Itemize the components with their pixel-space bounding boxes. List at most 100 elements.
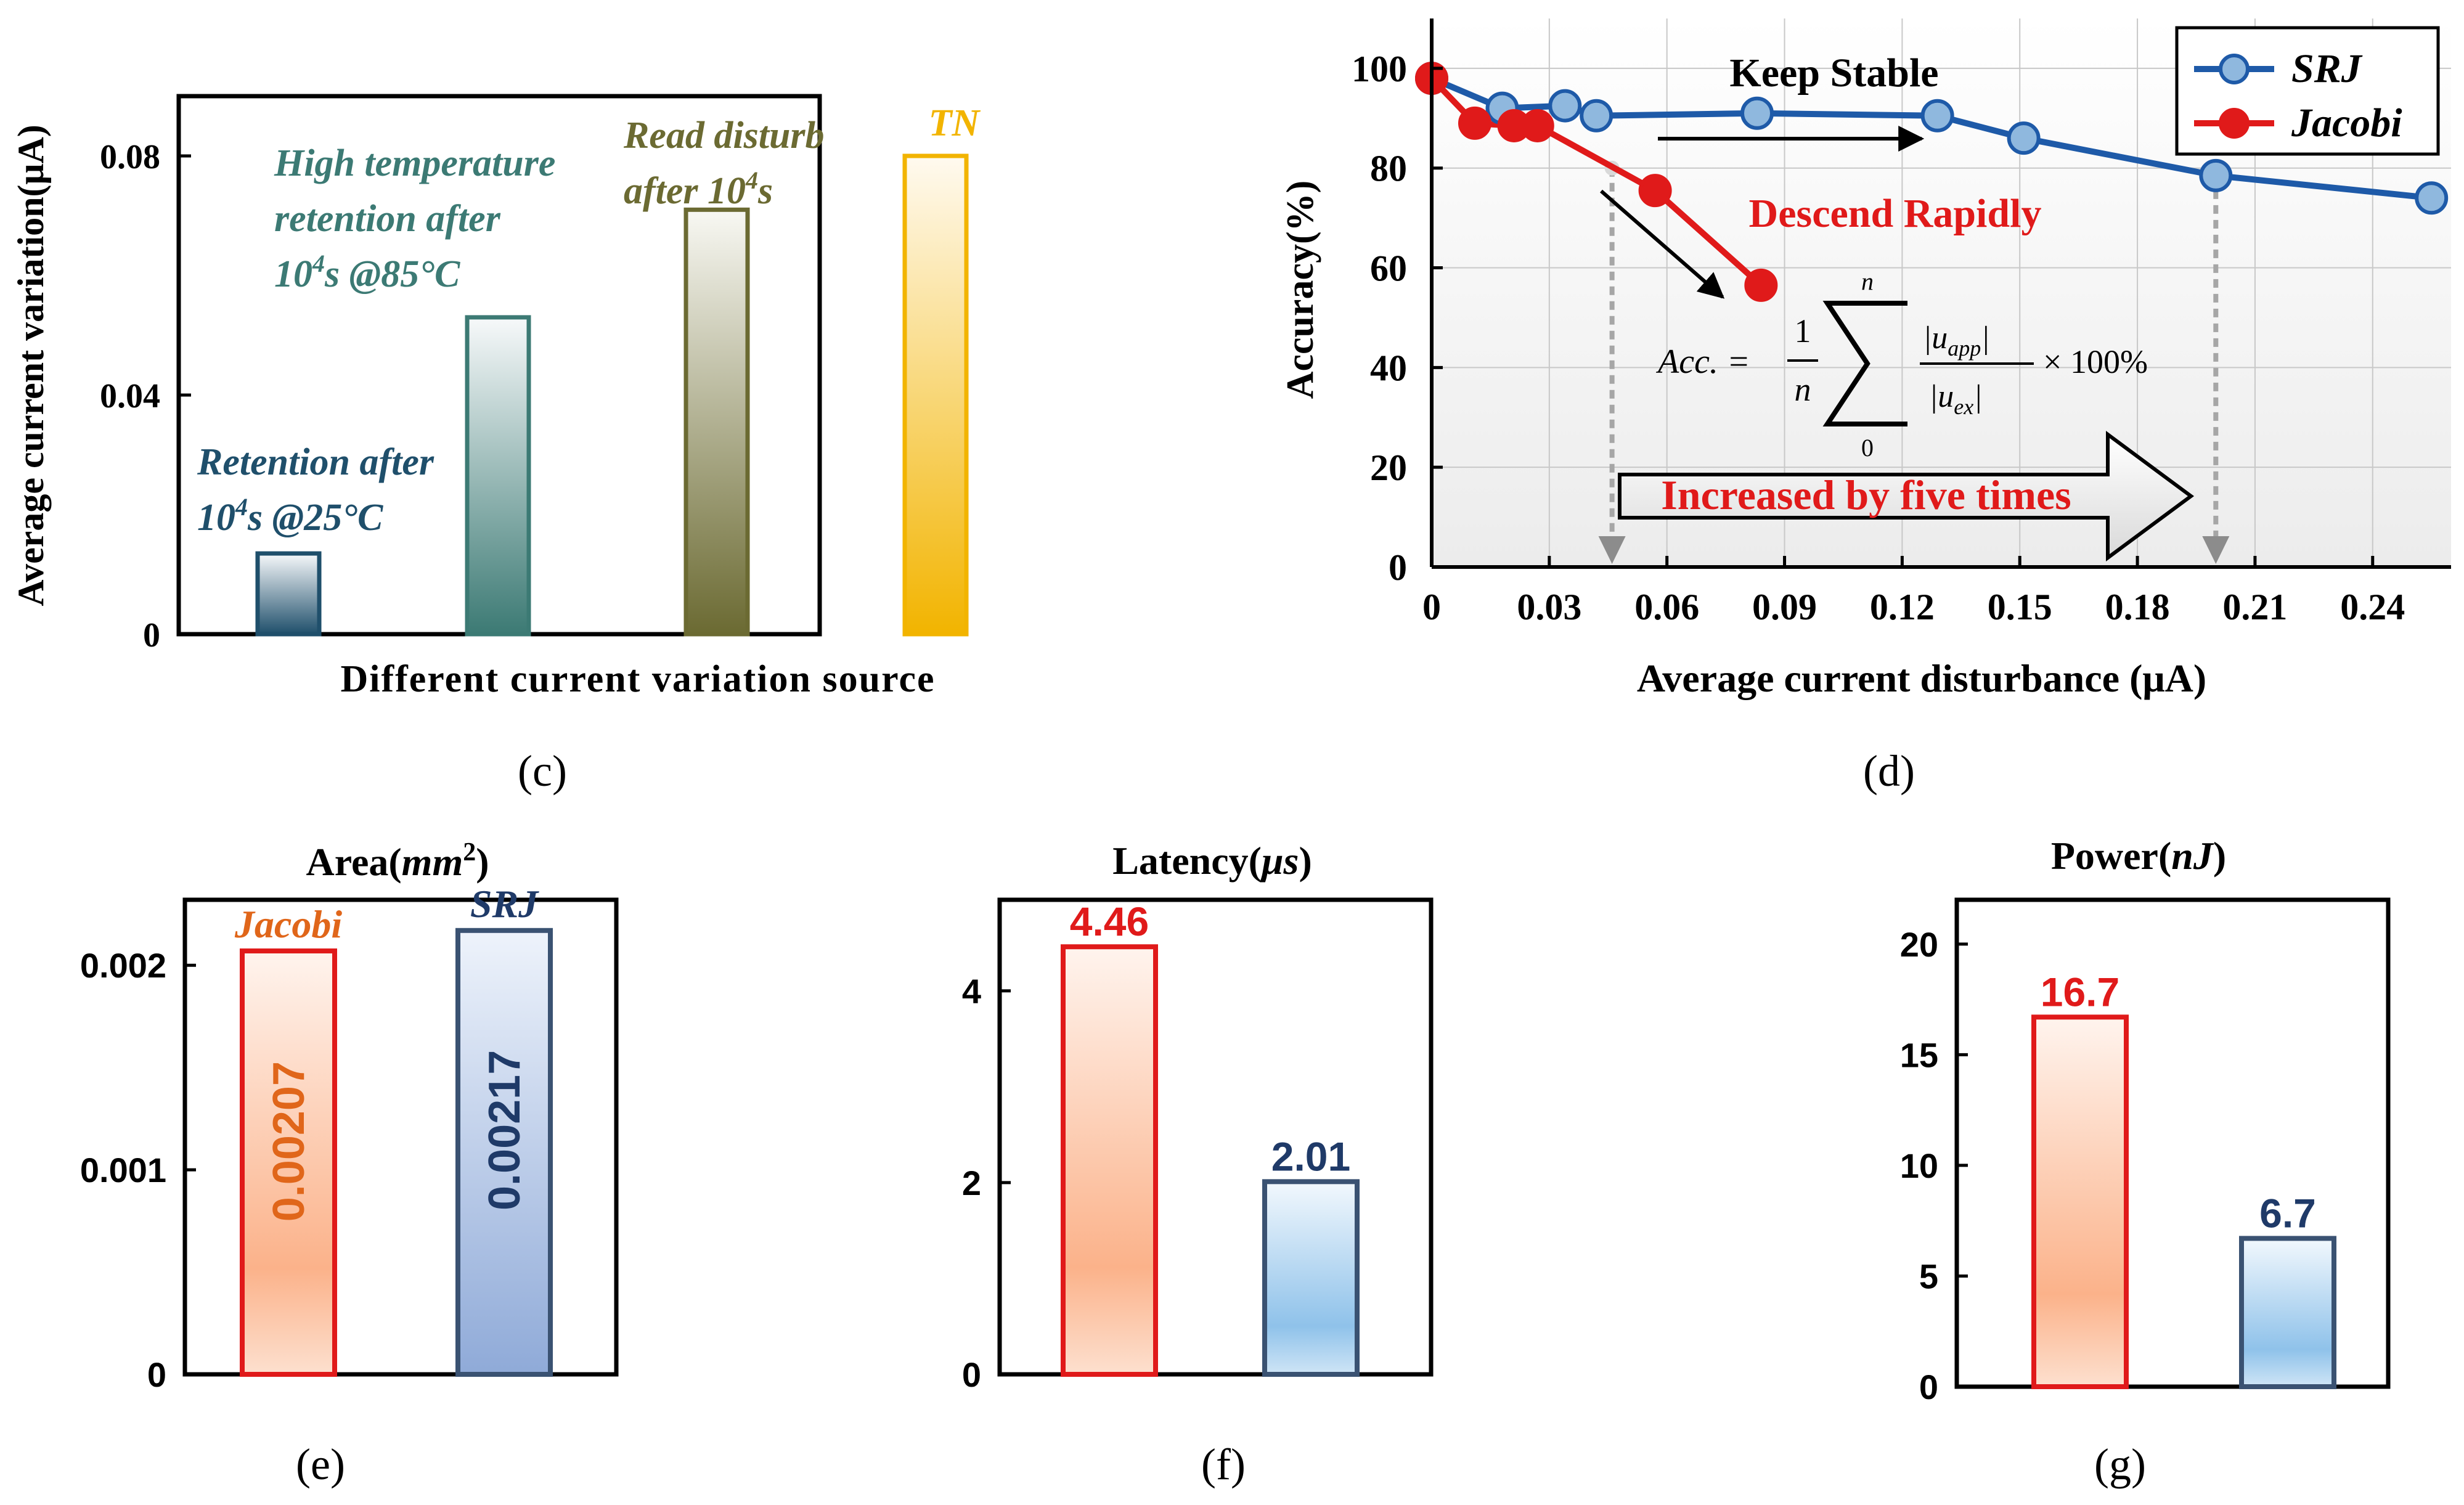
d-point-jacobi: [1520, 108, 1554, 142]
c-bar-label: retention after: [274, 198, 501, 240]
formula-den: |uex|: [1929, 379, 1983, 419]
panel-d-increase-arrow: Increased by five times: [1618, 431, 2195, 561]
panel-c-ylabel: Average current variation(μA): [10, 124, 51, 606]
panel-g-yticks: 0 5 10 15 20: [1900, 925, 1968, 1406]
c-ytick-label: 0: [143, 616, 160, 655]
g-bar-jacobi: [2031, 1014, 2129, 1390]
d-ytick-label: 60: [1370, 248, 1407, 289]
panel-label-c: (c): [518, 746, 567, 796]
c-bar-label: Retention after: [197, 441, 434, 483]
descend-arrow: [1600, 189, 1725, 299]
formula-lhs: Acc. =: [1655, 343, 1750, 381]
panel-d-series: [1415, 62, 2449, 302]
d-xtick-label: 0.21: [2222, 587, 2287, 627]
f-value-label: 4.46: [1070, 899, 1149, 944]
d-point-srj: [2415, 181, 2449, 215]
formula-num: |uapp|: [1923, 320, 1990, 361]
e-ytick-label: 0.002: [80, 946, 166, 985]
panel-d-legend: SRJ Jacobi: [2175, 26, 2440, 156]
g-ytick-label: 15: [1900, 1035, 1938, 1074]
d-xtick-label: 0.03: [1517, 587, 1581, 627]
d-point-srj: [2199, 158, 2233, 192]
panel-c-yticks: 0 0.04 0.08: [100, 138, 191, 655]
panel-label-d: (d): [1863, 746, 1915, 796]
panel-label-e: (e): [296, 1440, 345, 1489]
d-ytick-label: 20: [1370, 447, 1407, 488]
panel-c-bar-labels: Retention after 104s @25°C High temperatur…: [197, 102, 981, 539]
e-value-label: 0.00207: [264, 1061, 314, 1222]
e-bar-srj: [455, 928, 553, 1377]
keep-stable-annotation: Keep Stable: [1658, 51, 1939, 152]
panel-c-bars: [255, 153, 969, 637]
panel-e-title: Area(mm2): [306, 838, 489, 884]
panel-d: Increased by five times Keep Stable Desc…: [1279, 18, 2451, 700]
d-xtick-label: 0.18: [2105, 587, 2170, 627]
d-guide-arrowhead: [2202, 536, 2230, 564]
c-bar-label: after 104s: [624, 166, 773, 212]
c-ytick-label: 0.04: [100, 377, 160, 415]
panel-f-title: Latency(μs): [1112, 839, 1312, 883]
e-category-label: SRJ: [470, 882, 539, 926]
e-bar-jacobi: [240, 948, 337, 1377]
d-xtick-label: 0.24: [2340, 587, 2405, 627]
g-bar-srj: [2239, 1236, 2336, 1389]
d-point-jacobi: [1638, 174, 1672, 208]
d-point-srj: [1580, 99, 1613, 133]
c-bar: [683, 207, 750, 637]
d-point-srj: [2007, 121, 2041, 155]
d-point-jacobi: [1744, 268, 1778, 302]
d-ytick-label: 40: [1370, 348, 1407, 388]
e-category-label: Jacobi: [234, 902, 342, 946]
d-point-srj: [1548, 89, 1582, 123]
d-ytick-label: 100: [1352, 49, 1407, 89]
legend-box: [2175, 26, 2440, 156]
panel-e-plot-frame: [182, 897, 619, 1377]
panel-f-bars: 4.46 2.01: [1061, 899, 1360, 1377]
descend-annotation: Descend Rapidly: [1600, 189, 2042, 299]
f-ytick-label: 4: [962, 972, 981, 1011]
accuracy-formula: Acc. = 1 n n 0 |uapp| |uex| × 100%: [1655, 267, 2148, 462]
d-point-srj: [1740, 96, 1774, 130]
g-value-label: 6.7: [2259, 1190, 2316, 1236]
panel-d-ticks: 0 20 40 60 80 100 0 0.03 0.06 0.09 0.12 0.15 0.18 0.2…: [1352, 49, 2405, 627]
d-guide-arrowhead: [1598, 536, 1626, 564]
increase-label: Increased by five times: [1661, 471, 2071, 518]
d-xtick-label: 0.15: [1988, 587, 2052, 627]
d-ytick-label: 0: [1389, 547, 1407, 588]
d-point-jacobi: [1458, 106, 1491, 140]
panel-c-xlabel: Different current variation source: [340, 658, 935, 700]
c-bar: [465, 315, 531, 637]
e-value-label: 0.00217: [480, 1050, 529, 1210]
formula-sigma: [1822, 301, 1907, 426]
d-ytick-label: 80: [1370, 149, 1407, 189]
panel-f-plot-frame: [997, 897, 1434, 1377]
g-ytick-label: 20: [1900, 925, 1938, 964]
c-bar: [902, 153, 969, 637]
g-ytick-label: 0: [1919, 1368, 1938, 1406]
panel-g-bars: 16.7 6.7: [2031, 969, 2336, 1390]
panel-c: 0 0.04 0.08 Retention after 104s @25°C High …: [10, 94, 981, 700]
c-bar-label: TN: [929, 102, 981, 144]
panel-f: Latency(μs) 0 2 4 4.46 2.01: [962, 839, 1434, 1394]
legend-srj-label: SRJ: [2291, 46, 2363, 91]
panel-g: Power(nJ) 0 5 10 15 20 16.7 6.7: [1900, 834, 2391, 1406]
panel-e-bars: 0.00207 Jacobi 0.00217 SRJ: [234, 882, 553, 1377]
keep-stable-label: Keep Stable: [1729, 51, 1938, 96]
descend-label: Descend Rapidly: [1749, 191, 2042, 236]
panel-f-yticks: 0 2 4: [962, 972, 1011, 1394]
d-xtick-label: 0.09: [1752, 587, 1817, 627]
g-ytick-label: 5: [1919, 1257, 1938, 1295]
f-bar-srj: [1262, 1179, 1360, 1377]
c-bar-label: Read disturb: [623, 115, 825, 157]
d-point-srj: [1920, 99, 1954, 133]
legend-srj-marker: [2219, 54, 2250, 84]
f-ytick-label: 2: [962, 1164, 981, 1202]
d-xtick-label: 0.06: [1634, 587, 1699, 627]
panel-label-g: (g): [2094, 1440, 2146, 1489]
panel-d-ylabel: Accuracy(%): [1279, 181, 1321, 399]
formula-tail: × 100%: [2043, 343, 2148, 380]
e-ytick-label: 0.001: [80, 1151, 166, 1189]
legend-jacobi-label: Jacobi: [2291, 100, 2402, 145]
